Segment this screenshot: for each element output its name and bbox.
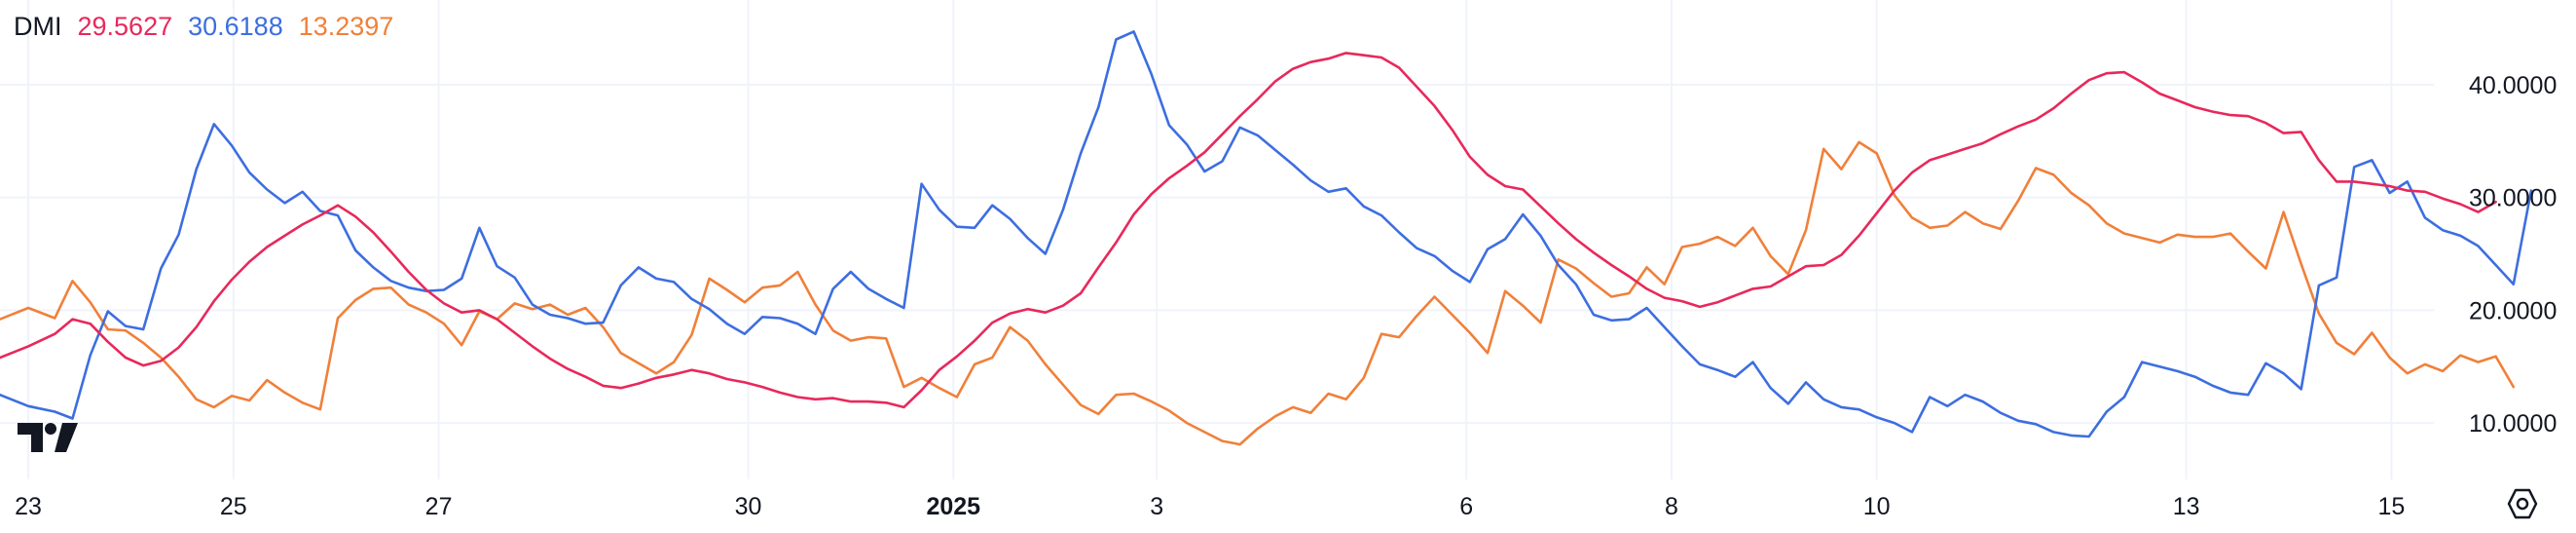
series-layer	[0, 30, 2533, 446]
indicator-legend[interactable]: DMI 29.5627 30.6188 13.2397	[14, 12, 393, 42]
y-tick-label: 30.0000	[2469, 185, 2557, 212]
x-tick-label: 25	[220, 493, 247, 520]
x-tick-label: 8	[1665, 493, 1678, 520]
grid-layer	[0, 0, 2434, 479]
y-tick-label: 20.0000	[2469, 297, 2557, 324]
y-tick-label: 10.0000	[2469, 410, 2557, 438]
x-tick-label: 27	[425, 493, 453, 520]
adx-line[interactable]	[0, 52, 2497, 409]
x-tick-label: 30	[735, 493, 762, 520]
x-tick-label: 10	[1863, 493, 1891, 520]
minus-di-value: 13.2397	[298, 12, 394, 41]
tradingview-logo-icon[interactable]	[18, 419, 82, 461]
x-axis[interactable]: 23 25 27 30 2025 3 6 8 10 13 15	[15, 493, 2405, 520]
y-tick-label: 40.0000	[2469, 72, 2557, 99]
y-axis[interactable]: 10.0000 20.0000 30.0000 40.0000	[2469, 72, 2557, 438]
x-tick-label: 15	[2377, 493, 2405, 520]
adx-value: 29.5627	[77, 12, 173, 41]
minus-di-line[interactable]	[0, 140, 2516, 446]
x-tick-label: 23	[15, 493, 42, 520]
x-tick-label: 6	[1459, 493, 1473, 520]
plus-di-value: 30.6188	[188, 12, 283, 41]
x-tick-label: 2025	[926, 493, 980, 520]
x-tick-label: 13	[2173, 493, 2200, 520]
settings-icon[interactable]	[2506, 487, 2539, 525]
plus-di-line[interactable]	[0, 30, 2533, 438]
indicator-name: DMI	[14, 12, 62, 41]
x-tick-label: 3	[1150, 493, 1163, 520]
